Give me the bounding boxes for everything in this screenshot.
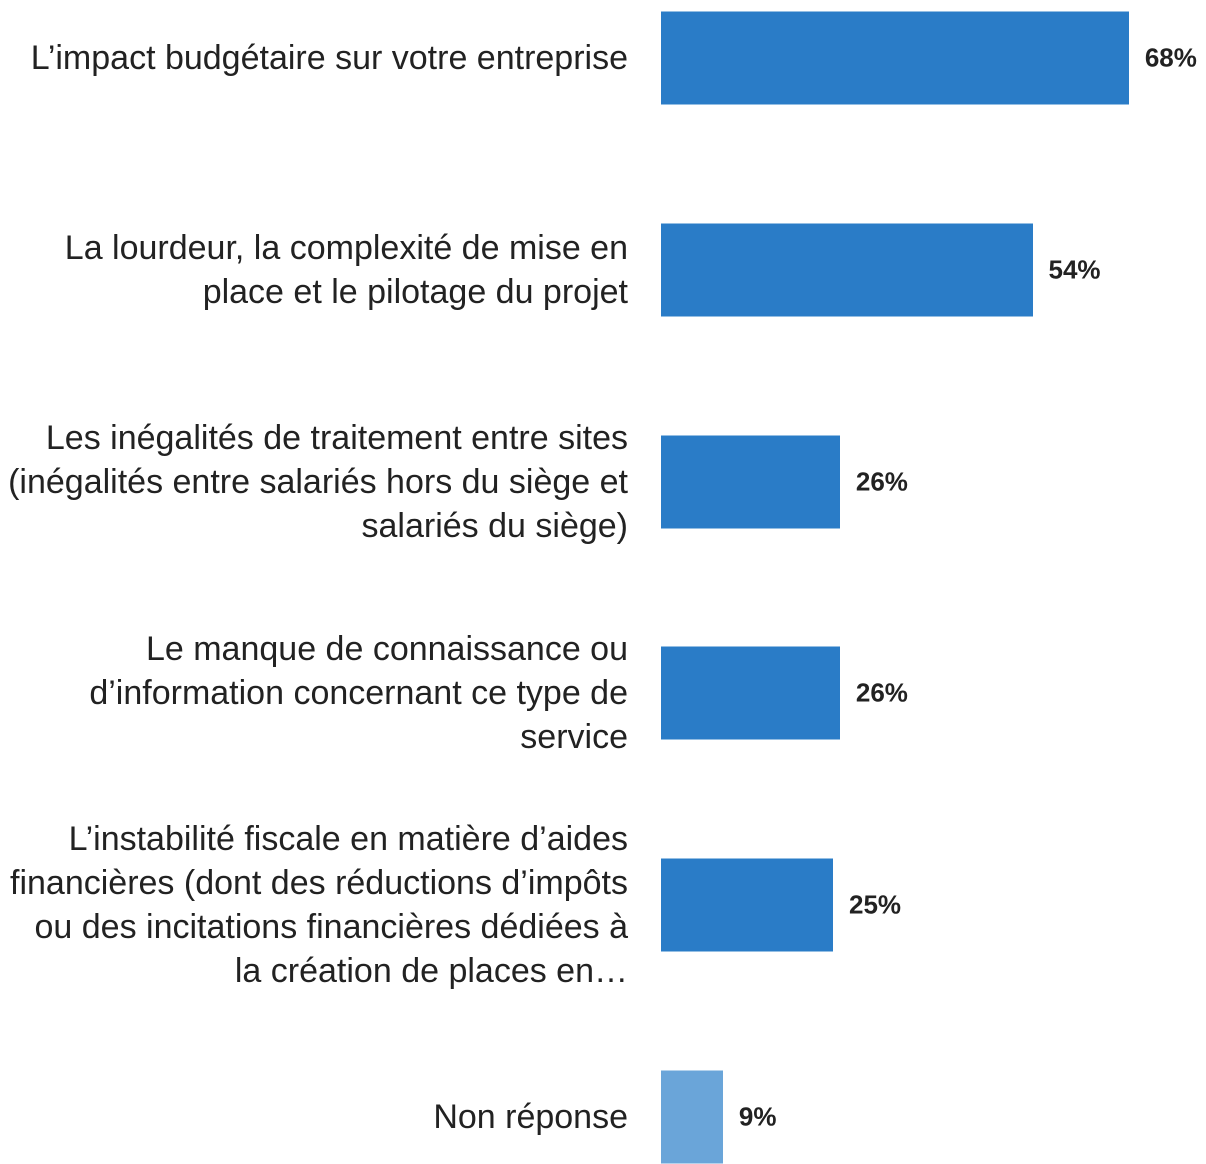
bar <box>661 1070 723 1164</box>
value-label: 26% <box>855 677 908 708</box>
value-label: 25% <box>849 889 902 920</box>
bar <box>661 858 833 952</box>
bar <box>661 435 840 529</box>
value-label: 9% <box>738 1101 777 1132</box>
value-label: 54% <box>1048 254 1101 285</box>
category-label: La lourdeur, la complexité de mise en pl… <box>64 228 628 311</box>
value-label: 26% <box>855 466 908 497</box>
category-label: Les inégalités de traitement entre sites… <box>8 418 628 545</box>
value-label: 68% <box>1144 42 1197 73</box>
category-label: L’impact budgétaire sur votre entreprise <box>30 39 628 77</box>
category-label: L’instabilité fiscale en matière d’aides… <box>10 820 628 991</box>
bar <box>661 223 1033 317</box>
category-label: Le manque de connaissance ou d’informati… <box>89 630 628 757</box>
bar <box>661 11 1129 105</box>
category-label: Non réponse <box>433 1098 628 1136</box>
bar <box>661 646 840 740</box>
